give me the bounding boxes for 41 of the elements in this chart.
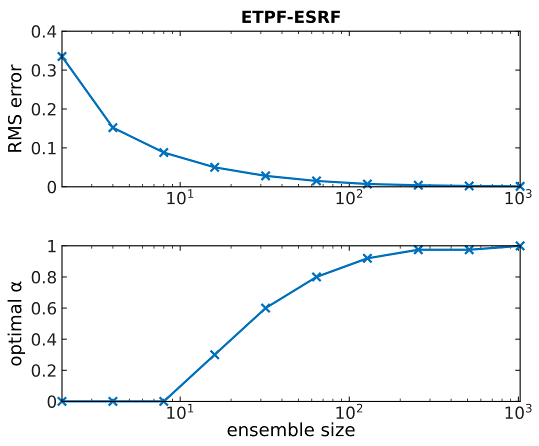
point [464, 244, 475, 256]
point [413, 180, 424, 190]
point [209, 162, 220, 173]
y-tick-label: 0.4 [32, 333, 56, 346]
x-tick-label: 10$^{3}$ [506, 404, 532, 420]
chart-title: ETPF-ESRF [242, 10, 340, 24]
y-tick-label: 0.2 [32, 364, 56, 377]
point [514, 181, 526, 192]
y-tick-label: 0.6 [32, 302, 56, 315]
point [311, 176, 322, 186]
point [56, 51, 68, 62]
y-tick-label: 0 [48, 180, 56, 194]
y-axis-title: optimal α [8, 282, 26, 366]
point [362, 253, 373, 264]
point [311, 272, 322, 282]
point [362, 178, 373, 190]
point [260, 170, 271, 182]
y-tick-label: 0.2 [32, 102, 56, 116]
y-tick-label: 0.8 [32, 270, 56, 284]
x-tick-label: 10$^{3}$ [506, 189, 532, 204]
y-tick-label: 0 [48, 395, 56, 408]
x-tick-label: 10$^{2}$ [336, 189, 362, 204]
y-axis-title: RMS error [8, 64, 22, 152]
x-tick-label: 10$^{1}$ [167, 189, 194, 204]
y-tick-label: 0.1 [32, 142, 56, 154]
point [108, 122, 118, 133]
point [108, 396, 118, 407]
point [209, 349, 220, 360]
point [464, 180, 475, 192]
point [56, 396, 68, 407]
x-tick-label: 10$^{2}$ [336, 404, 362, 420]
point [158, 147, 170, 158]
point [413, 244, 424, 256]
x-tick-label: 10$^{1}$ [167, 404, 194, 420]
y-tick-label: 0.3 [32, 64, 56, 77]
y-tick-label: 0.4 [32, 25, 56, 38]
x-axis-title: ensemble size [228, 422, 355, 436]
y-tick-label: 1 [48, 240, 56, 252]
point [158, 396, 170, 407]
point [514, 240, 526, 252]
point [260, 302, 271, 314]
